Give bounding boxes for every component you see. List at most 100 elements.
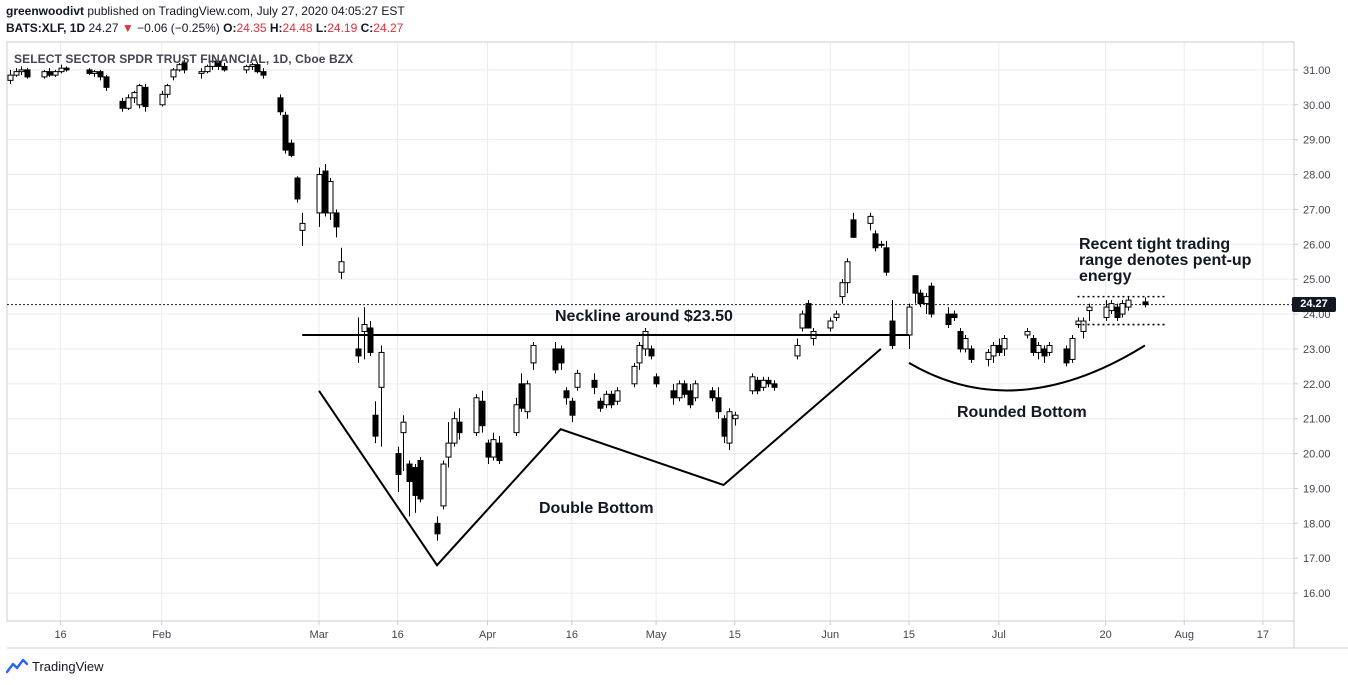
candle-body-down [254,64,261,73]
publisher-name[interactable]: greenwoodivt [6,4,85,18]
candle [1069,334,1076,363]
candle [642,328,649,356]
candle-body-up [164,85,171,95]
candle [445,422,452,468]
tight-range-label[interactable]: energy [1079,268,1132,285]
double-bottom-label[interactable]: Double Bottom [539,500,654,517]
ohlc-legend: BATS:XLF, 1D 24.27 ▼ −0.06 (−0.25%) O:24… [6,21,403,35]
candle-body-down [277,97,284,113]
candle-body-up [749,376,756,392]
tight-range-label[interactable]: range denotes pent-up [1079,252,1252,269]
candle-body-up [878,243,885,246]
price-tick-label: 29.00 [1303,135,1331,147]
candle [288,139,295,158]
candle-body-up [1119,303,1126,315]
candle-body-down [485,442,492,458]
candle [440,460,447,510]
candle-body-down [294,177,301,200]
candle-body-up [445,442,452,458]
candle-body-up [1001,337,1008,350]
time-axis[interactable]: 16 Feb Mar 16 Apr 16 May 15 Jun 15 Jul 20 Aug 17 [54,621,1269,641]
candle-body-up [799,313,806,329]
candle-body-up [1069,337,1076,360]
candle-body-down [608,393,615,406]
candle-body-down [1142,301,1149,306]
candle-body-down [951,313,958,319]
candle-body-down [518,383,525,409]
candle-body-down [1041,348,1048,357]
candle [597,397,604,412]
candle [221,62,228,72]
candle [917,289,924,308]
time-tick-label: Mar [310,629,329,641]
candle [985,348,992,367]
candle [215,59,222,70]
candle [636,341,643,370]
candle [136,83,143,109]
candle-body-up [906,306,913,336]
candle-body-down [648,348,655,357]
candle-body-up [131,92,138,99]
candle-body-down [288,142,295,156]
candle [24,68,31,79]
candle-body-up [923,296,930,305]
price-tick-label: 21.00 [1303,414,1331,426]
candle [103,75,110,91]
candle-body-down [333,212,340,228]
time-tick-label: May [646,629,667,641]
candle [327,178,334,220]
candle-body-up [1125,299,1132,308]
candle-body-down [681,383,688,395]
candle-body-up [13,71,20,76]
rounded-bottom-curve[interactable] [908,344,1146,392]
neckline-label[interactable]: Neckline around $23.50 [555,308,733,325]
candle-body-down [928,285,935,315]
candle [805,300,812,329]
time-tick-label: 17 [1257,629,1269,641]
candle [333,209,340,238]
candle-body-down [670,390,677,399]
candle [631,362,638,388]
candle [1080,317,1087,339]
candle-body-up [844,261,851,284]
candle [558,345,565,370]
double-bottom-line[interactable] [318,348,882,567]
time-tick-label: 15 [729,629,741,641]
candle-body-down [771,383,778,388]
candle [726,408,733,451]
rounded-bottom-label[interactable]: Rounded Bottom [957,404,1087,421]
candle [990,341,997,363]
candle [878,240,885,248]
tight-range-label[interactable]: Recent tight trading [1079,236,1230,253]
price-tick-label: 31.00 [1303,65,1331,77]
candle [485,439,492,465]
candle-body-up [136,85,143,106]
candle [591,373,598,395]
candle-body-up [18,69,25,73]
candle-body-down [889,320,896,346]
candle-body-down [367,327,374,353]
price-tick-label: 17.00 [1303,553,1331,565]
candle [996,338,1003,356]
price-tick-label: 25.00 [1303,274,1331,286]
candle [1035,341,1042,360]
price-axis[interactable]: 31.00 30.00 29.00 28.00 27.00 26.00 25.00 24.00… [1294,65,1331,600]
tradingview-brand[interactable]: TradingView [6,658,104,674]
candle [164,83,171,98]
symbol-label[interactable]: BATS:XLF, 1D [6,21,86,35]
candle [131,90,138,104]
annotations[interactable]: Neckline around $23.50 Double Bottom Round… [302,236,1252,567]
candle-body-up [642,331,649,350]
time-tick-label: 20 [1099,629,1111,641]
candle-body-up [732,414,739,420]
candle [923,293,930,315]
candle-body-down [322,170,329,214]
candle [1041,345,1048,363]
candle [530,341,537,370]
candle-body-down [496,442,503,462]
candle-body-down [103,76,110,88]
candle [316,167,323,227]
candle-body-up [473,397,480,434]
candle [1075,317,1082,329]
